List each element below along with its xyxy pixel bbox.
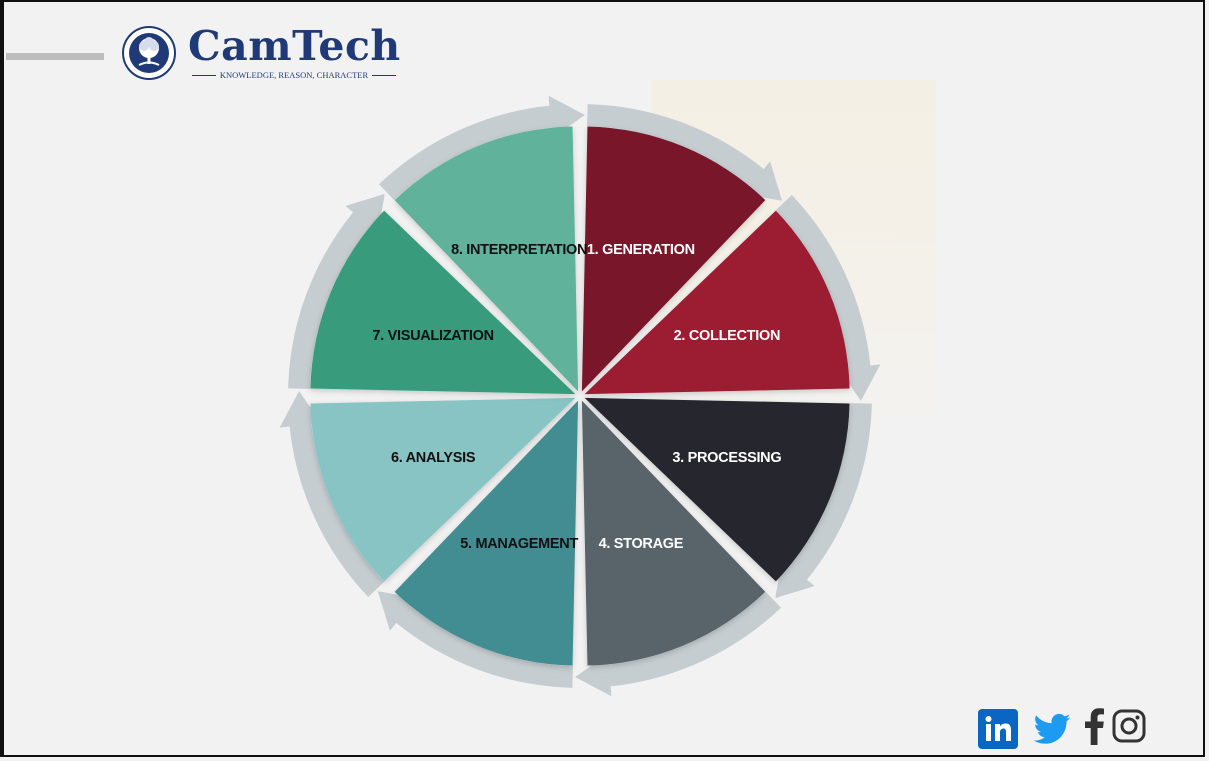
- cycle-arrow-4: [575, 591, 781, 697]
- twitter-icon[interactable]: [1030, 709, 1074, 749]
- header-rule: [6, 53, 104, 60]
- segment-7: [310, 210, 576, 395]
- cycle-arrow-3: [775, 403, 872, 599]
- segment-1: [581, 126, 766, 392]
- cycle-arrow-7: [288, 193, 385, 389]
- data-lifecycle-diagram: 1. GENERATION 2. COLLECTION 3. PROCESSING 4…: [279, 95, 881, 700]
- segment-2: [584, 210, 850, 395]
- social-links: [978, 705, 1148, 751]
- cycle-arrow-6: [279, 391, 385, 597]
- segment-6: [310, 397, 576, 582]
- cycle-arrow-1: [587, 104, 783, 201]
- segment-label-1: 1. GENERATION: [587, 242, 695, 258]
- segment-label-5: 5. MANAGEMENT: [460, 536, 578, 552]
- segment-label-7: 7. VISUALIZATION: [372, 328, 493, 344]
- cycle-arrows: [279, 95, 881, 697]
- camtech-logo: CamTech KNOWLEDGE, REASON, CHARACTER: [122, 22, 412, 84]
- cycle-arrow-2: [775, 195, 881, 401]
- seal-icon: [122, 26, 176, 80]
- logo-tagline-text: KNOWLEDGE, REASON, CHARACTER: [219, 70, 369, 80]
- segment-label-4: 4. STORAGE: [599, 536, 684, 552]
- logo-wordmark: CamTech: [188, 22, 401, 70]
- segment-4: [581, 400, 766, 666]
- segment-5: [394, 400, 579, 666]
- cycle-labels: 1. GENERATION 2. COLLECTION 3. PROCESSING 4…: [372, 242, 781, 552]
- cycle-arrow-8: [379, 95, 585, 201]
- segment-label-6: 6. ANALYSIS: [391, 450, 476, 466]
- segment-label-8: 8. INTERPRETATION: [451, 242, 587, 258]
- cycle-svg: 1. GENERATION 2. COLLECTION 3. PROCESSING 4…: [279, 95, 881, 697]
- logo-tagline: KNOWLEDGE, REASON, CHARACTER: [188, 70, 400, 80]
- segment-label-2: 2. COLLECTION: [674, 328, 780, 344]
- segment-3: [584, 397, 850, 582]
- segment-8: [394, 126, 579, 392]
- facebook-icon[interactable]: [1082, 707, 1106, 745]
- segment-label-3: 3. PROCESSING: [672, 450, 781, 466]
- cycle-segments: [310, 126, 850, 666]
- linkedin-icon[interactable]: [978, 709, 1018, 749]
- instagram-icon[interactable]: [1112, 709, 1146, 743]
- cycle-arrow-5: [377, 591, 573, 688]
